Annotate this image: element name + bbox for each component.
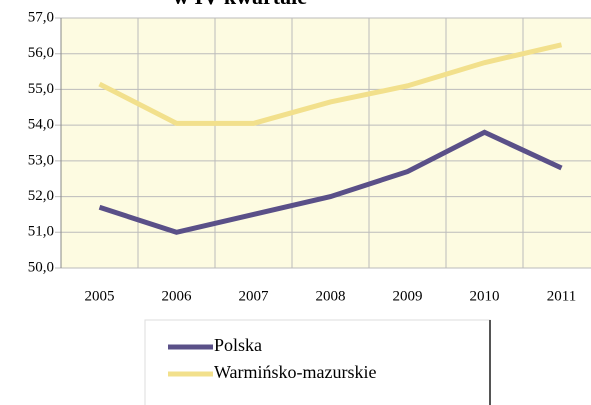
y-tick-label: 52,0 bbox=[28, 188, 54, 204]
x-tick-label: 2006 bbox=[162, 288, 193, 304]
y-tick-label: 55,0 bbox=[28, 81, 54, 97]
legend-label: Polska bbox=[214, 335, 262, 355]
x-tick-label: 2007 bbox=[239, 288, 270, 304]
x-tick-label: 2011 bbox=[547, 288, 576, 304]
x-tick-label: 2008 bbox=[316, 288, 346, 304]
y-tick-label: 53,0 bbox=[28, 152, 54, 168]
y-tick-label: 54,0 bbox=[28, 117, 54, 133]
chart-title: w IV kwartale bbox=[173, 0, 307, 9]
y-tick-label: 57,0 bbox=[28, 9, 54, 25]
series-line bbox=[98, 129, 563, 235]
x-tick-label: 2005 bbox=[85, 288, 115, 304]
y-tick-label: 51,0 bbox=[28, 224, 54, 240]
legend-box bbox=[144, 319, 491, 405]
y-tick-label: 56,0 bbox=[28, 45, 54, 61]
x-tick-label: 2010 bbox=[470, 288, 500, 304]
y-tick-label: 50,0 bbox=[28, 259, 54, 275]
x-tick-label: 2009 bbox=[393, 288, 423, 304]
series-line bbox=[98, 42, 563, 126]
legend-label: Warmińsko-mazurskie bbox=[214, 362, 377, 382]
